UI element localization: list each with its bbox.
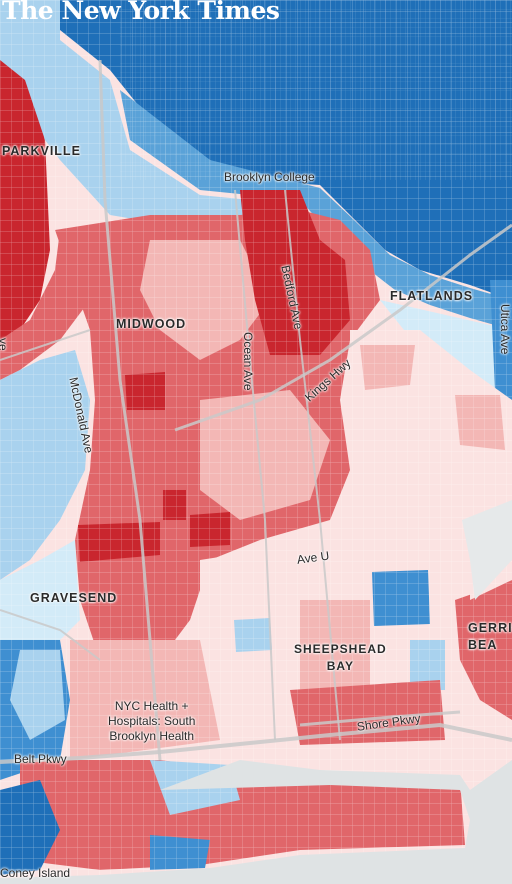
- road-mcdonald-ave: [98, 59, 162, 761]
- road-bedford-ave: [284, 189, 341, 741]
- nyt-logo: The New York Times: [2, 0, 280, 25]
- road-shore-pkwy: [299, 710, 461, 727]
- water-bay: [0, 760, 512, 884]
- label-belt-pkwy: Belt Pkwy: [14, 752, 67, 766]
- road-belt-pkwy: [0, 722, 512, 764]
- road-kings-hwy: [174, 223, 512, 432]
- label-parkville: PARKVILLE: [2, 144, 81, 158]
- label-utica-ave: Utica Ave: [498, 304, 512, 355]
- label-hospital: NYC Health + Hospitals: South Brooklyn H…: [108, 699, 196, 743]
- label-coney-island: Coney Island: [0, 866, 71, 880]
- road-diagonal-west: [0, 329, 91, 361]
- water-shore: [0, 880, 512, 884]
- label-ocean-ave: Ocean Ave: [241, 332, 255, 391]
- label-partial-ave: ve: [0, 338, 10, 351]
- major-roads: [0, 59, 512, 764]
- label-gerritsen-beach: GERRI BEA: [468, 621, 512, 652]
- label-midwood: MIDWOOD: [116, 317, 187, 331]
- road-ocean-ave: [234, 189, 276, 741]
- water-gerritsen-creek: [462, 500, 512, 600]
- label-flatlands: FLATLANDS: [390, 289, 474, 303]
- label-sheepshead-bay: SHEEPSHEAD BAY: [294, 642, 387, 673]
- road-diagonal-sw: [0, 609, 101, 661]
- block-grid-fine-north: [120, 0, 512, 180]
- label-brooklyn-college: Brooklyn College: [224, 170, 315, 184]
- label-gravesend: GRAVESEND: [30, 591, 118, 605]
